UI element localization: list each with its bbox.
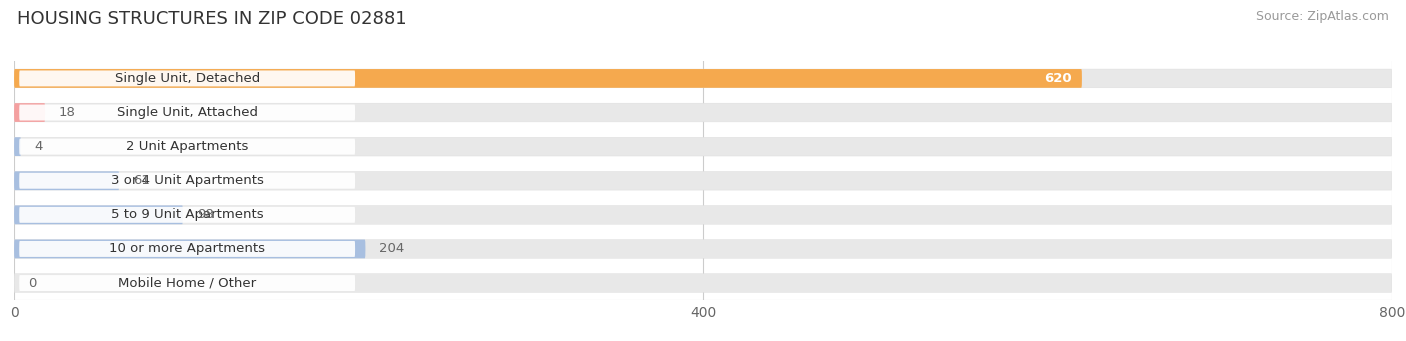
Text: 620: 620 (1045, 72, 1071, 85)
FancyBboxPatch shape (14, 273, 1392, 292)
FancyBboxPatch shape (14, 69, 1392, 88)
FancyBboxPatch shape (20, 105, 356, 120)
Text: Single Unit, Detached: Single Unit, Detached (114, 72, 260, 85)
FancyBboxPatch shape (20, 71, 356, 86)
FancyBboxPatch shape (14, 205, 183, 224)
Text: 18: 18 (59, 106, 76, 119)
Text: Mobile Home / Other: Mobile Home / Other (118, 277, 256, 290)
FancyBboxPatch shape (14, 172, 1392, 190)
Text: 5 to 9 Unit Apartments: 5 to 9 Unit Apartments (111, 208, 263, 221)
FancyBboxPatch shape (14, 137, 1392, 156)
FancyBboxPatch shape (14, 103, 1392, 122)
FancyBboxPatch shape (14, 69, 1083, 88)
Text: 98: 98 (197, 208, 214, 221)
FancyBboxPatch shape (14, 239, 1392, 258)
Text: Single Unit, Attached: Single Unit, Attached (117, 106, 257, 119)
Text: 10 or more Apartments: 10 or more Apartments (110, 242, 266, 255)
FancyBboxPatch shape (14, 172, 120, 190)
FancyBboxPatch shape (20, 241, 356, 257)
FancyBboxPatch shape (20, 275, 356, 291)
FancyBboxPatch shape (14, 205, 1392, 224)
Text: 204: 204 (380, 242, 405, 255)
FancyBboxPatch shape (14, 239, 366, 258)
Text: 4: 4 (35, 140, 44, 153)
Text: 3 or 4 Unit Apartments: 3 or 4 Unit Apartments (111, 174, 263, 187)
Text: Source: ZipAtlas.com: Source: ZipAtlas.com (1256, 10, 1389, 23)
FancyBboxPatch shape (20, 139, 356, 154)
Text: 2 Unit Apartments: 2 Unit Apartments (127, 140, 249, 153)
Text: 61: 61 (134, 174, 150, 187)
FancyBboxPatch shape (14, 137, 21, 156)
FancyBboxPatch shape (20, 173, 356, 189)
FancyBboxPatch shape (14, 103, 45, 122)
FancyBboxPatch shape (20, 207, 356, 223)
Text: 0: 0 (28, 277, 37, 290)
Text: HOUSING STRUCTURES IN ZIP CODE 02881: HOUSING STRUCTURES IN ZIP CODE 02881 (17, 10, 406, 28)
